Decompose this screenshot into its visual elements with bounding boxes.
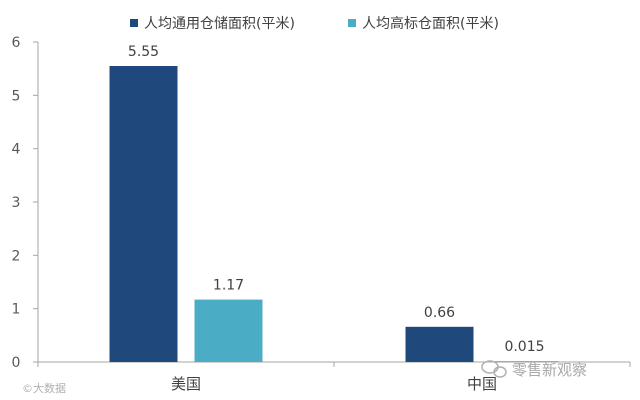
bar: [490, 361, 559, 362]
watermark-right: 零售新观察: [512, 361, 587, 379]
legend-swatch: [130, 19, 138, 27]
legend-label: 人均高标仓面积(平米): [362, 15, 499, 32]
y-tick-label: 4: [12, 142, 21, 158]
legend-swatch: [348, 19, 356, 27]
x-tick-label: 中国: [467, 375, 497, 393]
data-label: 0.66: [424, 305, 455, 321]
y-tick-label: 2: [12, 248, 21, 264]
y-tick-label: 3: [12, 195, 21, 211]
data-label: 5.55: [128, 44, 159, 60]
y-tick-label: 0: [12, 355, 21, 371]
legend-label: 人均通用仓储面积(平米): [144, 16, 295, 32]
watermark: ©大数据 零售新观察: [22, 360, 587, 395]
data-label: 0.015: [504, 339, 544, 355]
x-tick-label: 美国: [171, 375, 201, 393]
watermark-left: ©大数据: [22, 381, 66, 395]
bars: 5.55 0.66 1.17 0.015: [109, 44, 559, 362]
bar: [405, 326, 474, 362]
y-tick-label: 6: [12, 35, 21, 51]
data-label: 1.17: [213, 278, 244, 294]
wechat-icon: [481, 360, 507, 378]
y-tick-label: 1: [12, 302, 21, 318]
y-axis: 0 1 2 3 4 5 6: [12, 35, 39, 371]
legend: 人均通用仓储面积(平米) 人均高标仓面积(平米): [130, 15, 499, 32]
bar: [194, 299, 263, 362]
bar: [109, 66, 178, 362]
y-tick-label: 5: [12, 88, 21, 104]
